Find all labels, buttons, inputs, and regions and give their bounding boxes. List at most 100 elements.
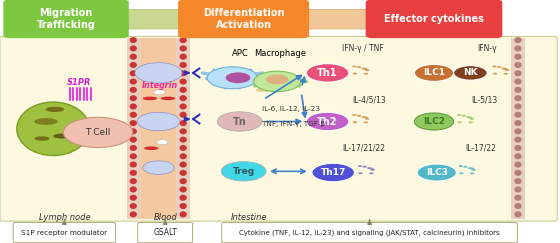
Ellipse shape	[130, 145, 137, 151]
Ellipse shape	[46, 107, 64, 112]
Bar	[511, 38, 525, 219]
Text: Intestine: Intestine	[231, 213, 268, 222]
Circle shape	[306, 64, 349, 82]
Ellipse shape	[130, 70, 137, 76]
Circle shape	[363, 68, 368, 70]
Bar	[134, 38, 182, 219]
Circle shape	[266, 75, 288, 84]
Ellipse shape	[17, 102, 90, 156]
Circle shape	[363, 121, 368, 123]
Ellipse shape	[130, 186, 137, 192]
Circle shape	[358, 172, 363, 174]
Text: ILC3: ILC3	[426, 168, 448, 177]
Ellipse shape	[130, 211, 137, 217]
Circle shape	[365, 69, 370, 71]
FancyBboxPatch shape	[0, 36, 557, 221]
FancyBboxPatch shape	[138, 223, 193, 243]
Ellipse shape	[130, 104, 137, 110]
Text: IL-5/13: IL-5/13	[472, 95, 497, 104]
Circle shape	[352, 65, 357, 67]
Circle shape	[154, 90, 165, 95]
Circle shape	[259, 84, 268, 88]
Text: IL-17/21/22: IL-17/21/22	[343, 144, 385, 153]
Circle shape	[63, 117, 133, 148]
Ellipse shape	[144, 146, 158, 150]
Circle shape	[226, 72, 250, 83]
Circle shape	[358, 165, 362, 167]
Ellipse shape	[130, 170, 137, 176]
Text: ILC1: ILC1	[423, 68, 445, 78]
Circle shape	[357, 66, 361, 68]
Ellipse shape	[514, 70, 522, 76]
Ellipse shape	[179, 37, 186, 43]
FancyBboxPatch shape	[3, 0, 129, 38]
Circle shape	[253, 81, 262, 85]
Circle shape	[463, 166, 468, 168]
Ellipse shape	[514, 120, 522, 126]
Ellipse shape	[514, 170, 522, 176]
Circle shape	[461, 115, 466, 117]
Circle shape	[458, 121, 462, 123]
Ellipse shape	[130, 195, 137, 201]
Circle shape	[312, 163, 354, 182]
Ellipse shape	[514, 178, 522, 184]
Ellipse shape	[130, 203, 137, 209]
Circle shape	[306, 112, 349, 131]
Ellipse shape	[514, 137, 522, 143]
Ellipse shape	[130, 137, 137, 143]
Text: Differentiation
Activation: Differentiation Activation	[203, 8, 284, 30]
Ellipse shape	[179, 170, 186, 176]
Circle shape	[457, 114, 461, 116]
Circle shape	[470, 172, 474, 174]
Ellipse shape	[130, 128, 137, 134]
Circle shape	[503, 68, 508, 70]
Ellipse shape	[514, 104, 522, 110]
Circle shape	[472, 169, 476, 171]
Circle shape	[470, 168, 474, 170]
Circle shape	[371, 169, 375, 171]
Ellipse shape	[179, 54, 186, 60]
Circle shape	[493, 73, 497, 75]
Ellipse shape	[161, 97, 175, 100]
Ellipse shape	[130, 178, 137, 184]
Circle shape	[256, 88, 265, 92]
Circle shape	[263, 88, 272, 92]
Circle shape	[503, 73, 508, 75]
Ellipse shape	[179, 112, 186, 118]
Ellipse shape	[179, 162, 186, 168]
Circle shape	[264, 81, 273, 85]
Ellipse shape	[130, 45, 137, 52]
Circle shape	[352, 114, 357, 116]
Circle shape	[361, 68, 366, 69]
Circle shape	[369, 172, 374, 174]
Circle shape	[357, 115, 361, 117]
Text: IFN-γ / TNF: IFN-γ / TNF	[342, 44, 384, 53]
Ellipse shape	[514, 78, 522, 85]
Text: ILC2: ILC2	[423, 117, 445, 126]
Ellipse shape	[179, 203, 186, 209]
Ellipse shape	[179, 70, 186, 76]
Circle shape	[459, 165, 463, 167]
Text: Th2: Th2	[318, 116, 338, 127]
Circle shape	[221, 162, 266, 181]
Circle shape	[454, 66, 487, 80]
FancyBboxPatch shape	[178, 0, 309, 38]
Ellipse shape	[143, 97, 157, 100]
Ellipse shape	[179, 78, 186, 85]
Ellipse shape	[130, 120, 137, 126]
Ellipse shape	[514, 153, 522, 159]
Circle shape	[362, 166, 367, 168]
Text: Effector cytokines: Effector cytokines	[384, 14, 484, 24]
Ellipse shape	[179, 62, 186, 68]
Ellipse shape	[130, 95, 137, 101]
Ellipse shape	[179, 137, 186, 143]
FancyBboxPatch shape	[222, 223, 517, 243]
Circle shape	[363, 117, 368, 119]
Circle shape	[468, 117, 473, 119]
Circle shape	[501, 68, 506, 69]
Ellipse shape	[34, 118, 58, 125]
Circle shape	[143, 161, 174, 174]
Circle shape	[254, 71, 301, 92]
Text: Lymph node: Lymph node	[39, 213, 90, 222]
Ellipse shape	[514, 45, 522, 52]
